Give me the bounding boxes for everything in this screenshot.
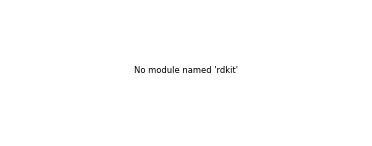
- Text: No module named 'rdkit': No module named 'rdkit': [134, 66, 238, 75]
